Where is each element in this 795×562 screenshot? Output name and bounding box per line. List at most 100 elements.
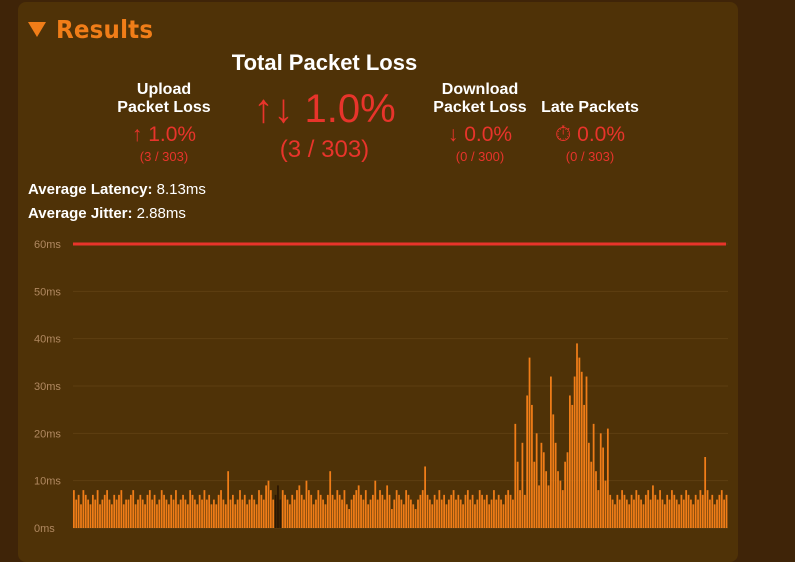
y-tick-label: 10ms	[34, 476, 61, 488]
latency-bar	[272, 499, 275, 528]
latency-bar	[682, 499, 685, 528]
latency-bar	[87, 499, 90, 528]
latency-bar	[701, 494, 704, 528]
latency-bar	[198, 494, 201, 528]
latency-bar	[80, 504, 82, 528]
latency-bar	[559, 480, 562, 528]
latency-bar	[96, 490, 99, 528]
latency-bar	[526, 395, 529, 528]
latency-bar	[531, 404, 533, 528]
latency-bar	[552, 414, 555, 528]
latency-bar	[331, 494, 334, 528]
latency-bar	[409, 499, 412, 528]
latency-bar	[573, 376, 576, 528]
latency-bar	[167, 504, 170, 528]
latency-bar	[713, 504, 716, 528]
latency-bar	[305, 480, 308, 528]
average-latency: Average Latency: 8.13ms	[28, 181, 206, 198]
latency-bar	[82, 490, 85, 528]
latency-bar	[163, 494, 165, 528]
latency-bar	[697, 499, 699, 528]
latency-bar	[160, 490, 163, 528]
latency-bar	[153, 494, 156, 528]
latency-bar	[94, 499, 97, 528]
latency-bar	[711, 494, 714, 528]
latency-bar	[704, 457, 707, 528]
latency-bar	[699, 490, 702, 528]
latency-bar	[680, 494, 683, 528]
latency-bar	[706, 490, 709, 528]
latency-bar	[557, 471, 559, 528]
latency-bar	[507, 490, 510, 528]
total-packet-loss-value: ↑↓ 1.0%	[253, 87, 396, 131]
latency-bar	[675, 499, 678, 528]
latency-bar	[485, 494, 488, 528]
latency-bar	[554, 442, 557, 528]
results-header[interactable]: Results	[28, 12, 162, 46]
latency-bar	[528, 357, 531, 528]
latency-bar	[201, 499, 203, 528]
latency-bar	[476, 499, 479, 528]
latency-bar	[659, 490, 661, 528]
latency-bar	[609, 494, 612, 528]
latency-bar	[671, 490, 673, 528]
y-tick-label: 40ms	[34, 334, 61, 346]
latency-bar	[170, 494, 173, 528]
latency-bar	[357, 485, 360, 528]
latency-bar	[611, 499, 614, 528]
latency-bar	[405, 490, 408, 528]
latency-bar	[189, 490, 192, 528]
latency-bar	[440, 499, 443, 528]
latency-bar	[483, 499, 486, 528]
latency-bar	[649, 499, 652, 528]
latency-bar	[134, 504, 137, 528]
latency-bar	[709, 499, 711, 528]
collapse-triangle-icon[interactable]	[28, 21, 46, 37]
latency-bar	[428, 499, 431, 528]
latency-bar	[73, 490, 75, 528]
latency-bar	[692, 504, 695, 528]
latency-bar	[490, 499, 493, 528]
latency-bar	[400, 499, 403, 528]
latency-bar	[587, 442, 590, 528]
late-packets-label: Late Packets	[541, 99, 639, 116]
latency-bar	[516, 461, 519, 528]
latency-bar	[255, 504, 258, 528]
latency-bar	[374, 480, 377, 528]
average-jitter-value: 2.88ms	[132, 205, 186, 222]
latency-bar	[635, 490, 638, 528]
latency-bar	[583, 404, 586, 528]
latency-bar	[424, 466, 426, 528]
latency-bar	[360, 494, 362, 528]
latency-bar	[310, 494, 313, 528]
latency-bar	[469, 499, 472, 528]
latency-bar	[156, 504, 158, 528]
latency-bar	[298, 485, 301, 528]
latency-bar	[512, 499, 514, 528]
latency-bar	[274, 494, 277, 528]
latency-bar	[296, 490, 298, 528]
late-packets-count: (0 / 303)	[565, 149, 615, 164]
latency-bar	[291, 494, 294, 528]
latency-bar	[258, 490, 260, 528]
latency-bar	[426, 494, 429, 528]
latency-bar	[514, 423, 517, 528]
latency-bar	[350, 499, 353, 528]
latency-bar	[113, 494, 116, 528]
latency-bar	[716, 499, 718, 528]
latency-bar	[345, 504, 348, 528]
latency-bar	[431, 504, 434, 528]
latency-bar	[364, 490, 367, 528]
latency-bar	[661, 499, 664, 528]
latency-bar	[493, 490, 495, 528]
latency-bar	[227, 471, 230, 528]
latency-bar	[338, 494, 341, 528]
latency-bar	[307, 490, 310, 528]
latency-bar	[417, 499, 419, 528]
latency-bar	[550, 376, 552, 528]
latency-bar	[234, 504, 237, 528]
latency-bar	[172, 499, 175, 528]
latency-bar	[108, 499, 111, 528]
latency-bar	[260, 494, 263, 528]
latency-bar	[523, 494, 526, 528]
